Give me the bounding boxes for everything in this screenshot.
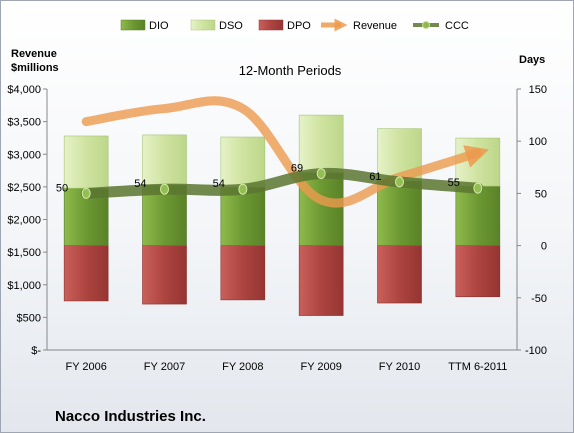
right-tick-label: -50	[531, 293, 547, 305]
x-tick-label: TTM 6-2011	[448, 361, 507, 373]
left-axis-title-line2: $millions	[11, 62, 59, 74]
legend-label-dso: DSO	[219, 20, 243, 32]
revenue-layer	[81, 96, 490, 208]
x-tick-label: FY 2009	[300, 361, 341, 373]
ccc-point	[238, 183, 248, 195]
legend-label-dio: DIO	[149, 20, 169, 32]
right-tick-label: 100	[529, 136, 547, 148]
right-tick-label: -100	[525, 345, 547, 357]
left-axis-ticks: $- $500 $1,000 $1,500 $2,000 $2,500 $3,000 $3,5…	[7, 84, 47, 357]
bar-dso	[220, 136, 266, 188]
ccc-layer: 50 54 54 69 61 55	[56, 163, 484, 199]
x-axis-labels: FY 2006 FY 2007 FY 2008 FY 2009 FY 2010 TTM 6…	[65, 361, 507, 373]
bar-dpo	[298, 245, 344, 316]
right-tick-label: 0	[541, 241, 547, 253]
ccc-point	[160, 183, 169, 195]
bar-dso	[63, 135, 109, 189]
bar-dpo	[63, 245, 109, 302]
bar-dpo	[142, 245, 187, 305]
company-name: Nacco Industries Inc.	[55, 408, 206, 425]
ccc-point	[81, 187, 91, 199]
ccc-data-label: 61	[369, 171, 381, 183]
ccc-data-label: 50	[56, 182, 68, 194]
ccc-line	[80, 167, 484, 199]
ccc-data-label: 54	[134, 178, 146, 190]
right-axis-title: Days	[519, 54, 545, 66]
left-tick-label: $4,000	[7, 84, 41, 96]
bar-dpo	[455, 245, 501, 298]
ccc-point	[316, 168, 326, 180]
left-tick-label: $500	[17, 312, 41, 324]
bar-dpo	[220, 245, 266, 301]
right-axis-ticks: -100 -50 0 50 100 150	[517, 84, 547, 357]
ccc-data-label: 54	[213, 178, 225, 190]
left-tick-label: $3,000	[7, 149, 41, 161]
bar-dpo	[377, 245, 422, 304]
left-tick-label: $-	[31, 345, 41, 357]
legend-label-ccc: CCC	[445, 20, 469, 32]
bar-dio	[220, 186, 266, 246]
bars-layer	[63, 114, 501, 316]
legend-swatch-dso	[190, 19, 216, 31]
right-tick-label: 50	[535, 188, 547, 200]
bar-dso	[142, 134, 187, 186]
left-axis-title-line1: Revenue	[11, 48, 57, 60]
left-tick-label: $3,500	[7, 117, 41, 129]
ccc-point	[395, 176, 404, 188]
legend-swatch-ccc	[413, 21, 439, 29]
legend-swatch-dpo	[258, 19, 284, 31]
bar-dso	[298, 114, 344, 173]
x-tick-label: FY 2006	[65, 361, 106, 373]
x-tick-label: FY 2010	[379, 361, 420, 373]
left-tick-label: $2,500	[7, 182, 41, 194]
bar-dio	[377, 180, 422, 246]
ccc-data-label: 69	[291, 163, 303, 175]
legend: DIO DSO DPO Revenue CCC	[120, 18, 469, 32]
bar-dio	[455, 185, 501, 246]
ccc-point	[473, 182, 483, 194]
left-tick-label: $2,000	[7, 215, 41, 227]
x-tick-label: FY 2007	[144, 361, 185, 373]
revenue-line	[81, 96, 490, 208]
legend-label-dpo: DPO	[287, 20, 311, 32]
x-tick-label: FY 2008	[222, 361, 263, 373]
left-tick-label: $1,000	[7, 280, 41, 292]
right-tick-label: 150	[529, 84, 547, 96]
chart-title: 12-Month Periods	[239, 63, 342, 78]
legend-swatch-dio	[120, 19, 146, 31]
left-tick-label: $1,500	[7, 247, 41, 259]
legend-label-revenue: Revenue	[353, 20, 397, 32]
ccc-data-label: 55	[448, 177, 460, 189]
